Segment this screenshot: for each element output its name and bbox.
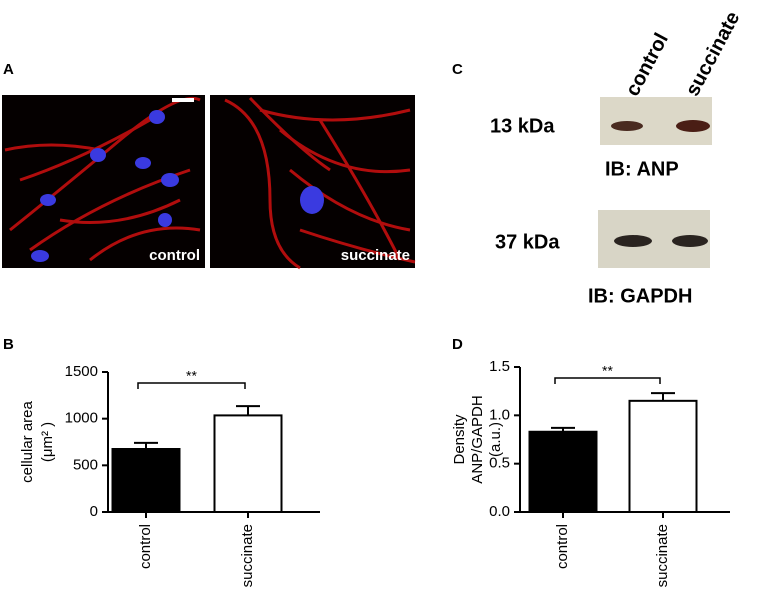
image-label: control — [149, 247, 200, 264]
y-axis-label: (μm² ) — [39, 422, 56, 462]
y-tick-label: 0.5 — [489, 455, 510, 472]
bar — [111, 448, 181, 513]
y-tick-label: 500 — [73, 456, 98, 473]
bar — [213, 414, 283, 513]
significance-label: ** — [602, 363, 613, 379]
blot-label: IB: GAPDH — [588, 285, 692, 307]
bar — [528, 430, 598, 513]
y-axis-label: ANP/GAPDH — [469, 395, 486, 483]
panel-label: B — [3, 336, 14, 353]
y-tick-label: 1000 — [65, 410, 98, 427]
y-tick-label: 1.5 — [489, 358, 510, 375]
y-tick-label: 0 — [90, 503, 98, 520]
panel-label: C — [452, 61, 463, 78]
x-tick-label: control — [554, 524, 571, 569]
blot-label: IB: ANP — [605, 158, 679, 180]
x-tick-label: control — [137, 524, 154, 569]
panel-label: A — [3, 61, 14, 78]
significance-bracket — [554, 377, 661, 384]
column-label: succinate — [682, 8, 745, 100]
x-tick-label: succinate — [654, 524, 671, 587]
significance-bracket — [137, 382, 246, 389]
y-tick-label: 0.0 — [489, 503, 510, 520]
x-tick-label: succinate — [239, 524, 256, 587]
y-axis-label: (a.u.) — [487, 422, 504, 457]
micrograph: control — [2, 95, 205, 268]
y-tick-label: 1500 — [65, 363, 98, 380]
y-axis-label: cellular area — [19, 400, 36, 482]
micrograph: succinate — [210, 95, 416, 270]
blot-size: 37 kDa — [495, 231, 560, 253]
image-label: succinate — [341, 247, 410, 264]
blot-size: 13 kDa — [490, 115, 555, 137]
bar — [628, 399, 698, 514]
significance-label: ** — [186, 368, 197, 384]
western-blot: control succinate 13 kDa IB: ANP 37 kDa … — [490, 8, 744, 307]
y-tick-label: 1.0 — [489, 406, 510, 423]
panel-label: D — [452, 336, 463, 353]
column-label: control — [622, 30, 673, 100]
y-axis-label: Density — [451, 414, 468, 465]
